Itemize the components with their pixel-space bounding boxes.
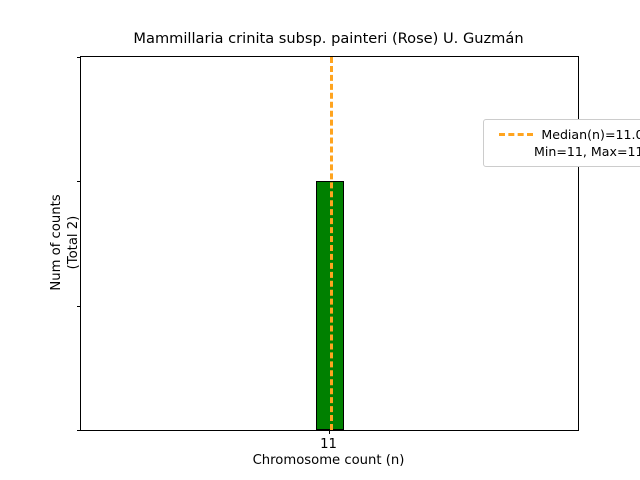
x-axis-label: Chromosome count (n) [252,453,405,468]
y-tick-mark [77,430,81,431]
plot-area: 0123 Median(n)=11.0 Min=11, Max=11 [77,56,640,431]
dashed-line-icon [499,133,534,136]
y-axis-label: Num of counts (Total 2) [48,56,84,429]
y-tick-mark [77,305,81,307]
chart-title: Mammillaria crinita subsp. painteri (Ros… [133,30,524,47]
chart-legend: Median(n)=11.0 Min=11, Max=11 [483,119,640,167]
y-axis-label-line-2: (Total 2) [66,215,82,270]
x-tick-mark [328,430,330,434]
x-tick-label: 11 [320,437,337,452]
median-line [329,57,333,430]
y-axis-label-line-1: Num of counts [49,194,64,291]
y-tick-mark [77,181,81,183]
legend-label-median: Median(n)=11.0 [541,127,640,142]
plot-inner [81,57,578,430]
y-tick-mark [77,57,81,58]
x-axis-ticks: 11 [80,430,577,460]
legend-entry-median: Median(n)=11.0 [492,126,640,143]
legend-entry-minmax: Min=11, Max=11 [492,143,640,160]
legend-label-minmax: Min=11, Max=11 [534,144,640,159]
